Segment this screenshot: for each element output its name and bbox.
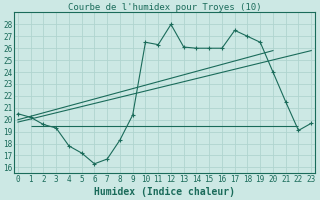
X-axis label: Humidex (Indice chaleur): Humidex (Indice chaleur) [94,186,235,197]
Title: Courbe de l'humidex pour Troyes (10): Courbe de l'humidex pour Troyes (10) [68,3,261,12]
